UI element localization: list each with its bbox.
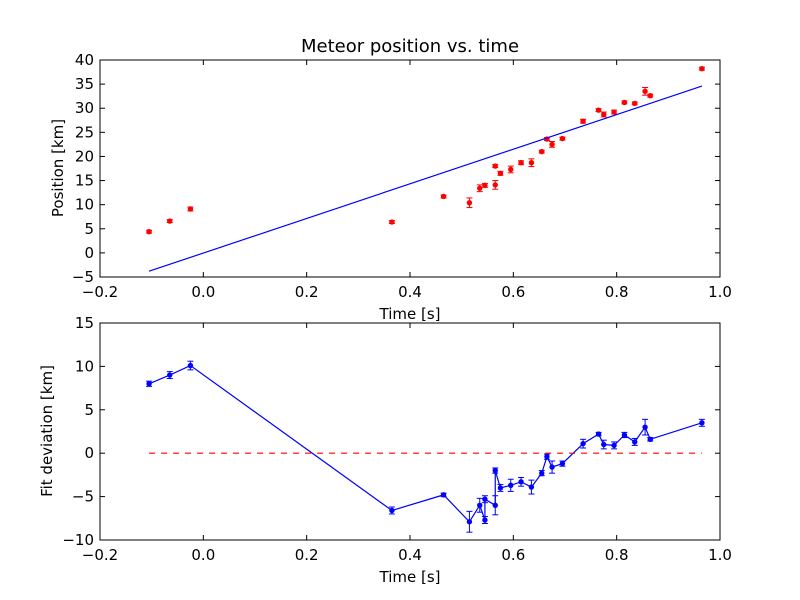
x-tick-label: −0.2 — [82, 546, 118, 564]
data-point — [699, 65, 705, 72]
data-point — [482, 496, 488, 502]
data-point — [508, 482, 514, 489]
data-point — [492, 182, 498, 188]
residual-chart: −0.2 0.0 0.2 0.4 0.6 0.8 1.0 −10 −5 0 5 10 15 Time [… — [38, 314, 732, 586]
y-tick-label: 5 — [84, 220, 94, 238]
x-tick-label: 0.6 — [501, 546, 525, 564]
data-point — [539, 148, 545, 155]
y-tick-label: −10 — [62, 531, 94, 549]
axis-ticks: −0.2 0.0 0.2 0.4 0.6 0.8 1.0 −10 −5 0 5 10 15 — [62, 314, 732, 564]
x-tick-label: 0.2 — [295, 546, 319, 564]
y-tick-label: 35 — [75, 75, 94, 93]
y-axis-label: Position [km] — [49, 119, 67, 217]
x-tick-label: 0.4 — [398, 546, 422, 564]
x-tick-label: 0.2 — [295, 283, 319, 301]
data-point — [647, 436, 653, 443]
data-point — [492, 502, 498, 508]
data-point — [146, 381, 152, 387]
data-point — [549, 141, 555, 148]
data-point — [595, 107, 602, 113]
data-point — [187, 362, 194, 369]
series-layer — [146, 65, 705, 272]
data-point — [544, 453, 550, 460]
x-tick-label: 0.8 — [605, 283, 629, 301]
data-point — [611, 109, 617, 115]
data-point — [167, 218, 173, 224]
data-point — [508, 166, 514, 173]
x-tick-label: 0.0 — [191, 546, 215, 564]
data-point — [482, 182, 488, 189]
data-point — [518, 160, 524, 166]
data-point — [539, 470, 545, 476]
data-point — [595, 431, 602, 437]
data-point — [549, 464, 555, 470]
series-layer — [146, 360, 705, 533]
data-point — [477, 185, 483, 191]
x-tick-label: 1.0 — [708, 546, 732, 564]
data-point — [647, 92, 653, 99]
data-point — [580, 118, 586, 124]
y-tick-label: 25 — [75, 123, 94, 141]
x-tick-label: 0.0 — [191, 283, 215, 301]
data-point — [559, 135, 566, 142]
y-axis-label: Fit deviation [km] — [38, 365, 56, 497]
data-point — [559, 460, 566, 467]
data-point — [497, 170, 504, 177]
y-tick-label: 20 — [75, 147, 94, 165]
data-point — [528, 160, 535, 166]
data-point — [518, 479, 524, 485]
x-tick-label: 0.4 — [398, 283, 422, 301]
data-point — [492, 163, 498, 169]
data-point — [621, 99, 628, 106]
data-point — [642, 88, 648, 95]
y-tick-label: 10 — [75, 357, 94, 375]
y-tick-label: −5 — [72, 488, 94, 506]
x-tick-label: 0.8 — [605, 546, 629, 564]
fit-line — [148, 85, 703, 272]
data-point — [528, 484, 535, 490]
data-point — [580, 440, 586, 447]
x-tick-label: 1.0 — [708, 283, 732, 301]
y-tick-label: −5 — [72, 268, 94, 286]
x-axis-label: Time [s] — [379, 568, 441, 586]
data-point — [167, 372, 173, 378]
axis-ticks: −0.2 0.0 0.2 0.4 0.6 0.8 1.0 −5 0 5 10 15 20 25 30 35 40 — [72, 51, 732, 301]
data-point — [601, 441, 607, 448]
data-point — [642, 424, 648, 430]
data-point — [466, 200, 473, 206]
data-point — [440, 492, 447, 498]
data-point — [601, 111, 607, 118]
data-point — [466, 519, 473, 525]
y-tick-label: 15 — [75, 314, 94, 332]
position-chart: Meteor position vs. time −0.2 0.0 0.2 0.4 0.… — [49, 36, 732, 323]
y-tick-label: 30 — [75, 99, 94, 117]
data-point — [389, 219, 395, 225]
data-point — [497, 485, 504, 491]
residual-line — [148, 364, 703, 523]
y-tick-label: 0 — [84, 244, 94, 262]
chart-title: Meteor position vs. time — [301, 36, 519, 57]
data-point — [440, 193, 447, 200]
data-point — [621, 432, 628, 438]
data-point — [611, 442, 617, 449]
x-axis-label: Time [s] — [379, 305, 441, 323]
data-point — [632, 100, 638, 107]
data-point — [482, 517, 488, 523]
x-tick-label: 0.6 — [501, 283, 525, 301]
data-point — [146, 228, 152, 235]
y-tick-label: 0 — [84, 444, 94, 462]
x-tick-label: −0.2 — [82, 283, 118, 301]
data-point — [632, 439, 638, 445]
data-point — [699, 420, 705, 426]
data-point — [477, 502, 483, 508]
y-tick-label: 15 — [75, 172, 94, 190]
data-point — [492, 467, 498, 474]
data-point — [187, 206, 194, 212]
data-point — [389, 507, 395, 514]
y-tick-label: 40 — [75, 51, 94, 69]
y-tick-label: 5 — [84, 401, 94, 419]
y-tick-label: 10 — [75, 196, 94, 214]
